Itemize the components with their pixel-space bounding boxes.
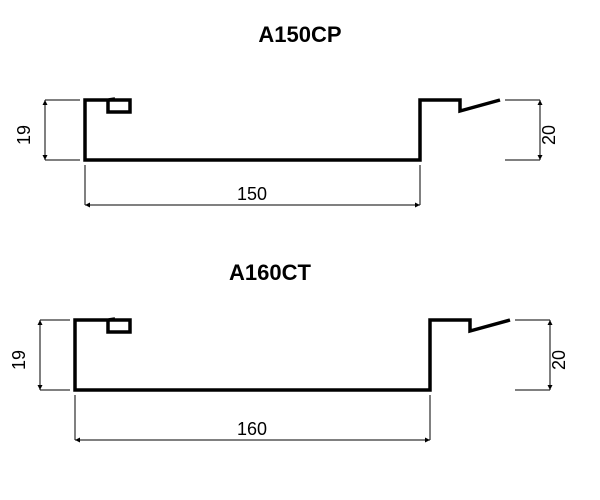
dim-label: 19 [9,350,29,370]
profile-title: A160CT [229,260,311,285]
profile-outline [85,99,500,160]
dim-label: 20 [549,350,569,370]
dim-label: 20 [539,125,559,145]
dim-label: 19 [14,125,34,145]
profile-outline [75,319,510,390]
dim-label: 150 [237,184,267,204]
diagram-canvas: A150CP 19 20 150 A160CT 19 20 160 [0,0,600,500]
profile-a150cp: A150CP [85,22,500,160]
profile-title: A150CP [258,22,341,47]
profile-a160ct: A160CT [75,260,510,390]
dim-label: 160 [237,419,267,439]
